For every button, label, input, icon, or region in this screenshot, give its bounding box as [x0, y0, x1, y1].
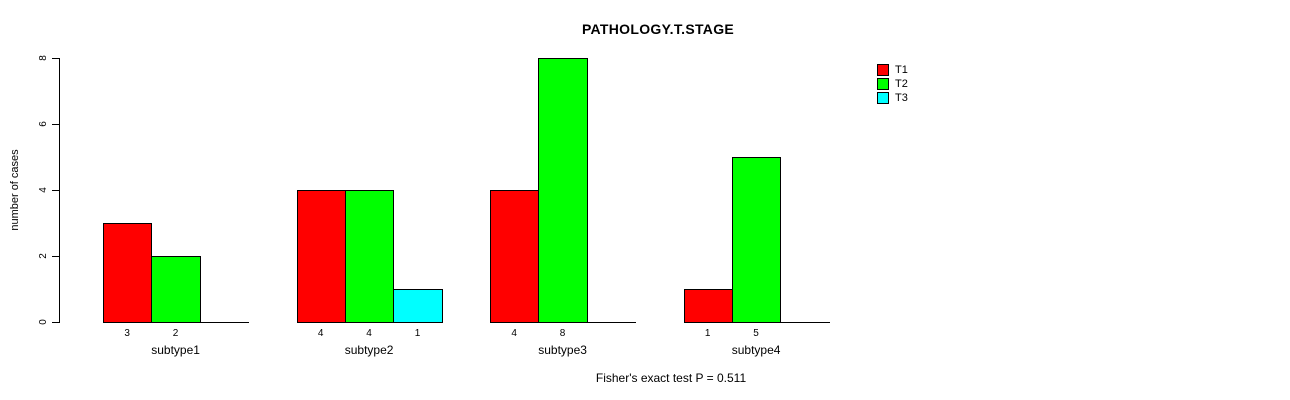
bar-T1-subtype4	[683, 289, 733, 323]
bar-value-label: 4	[317, 328, 324, 339]
bar-value-label: 5	[753, 328, 759, 339]
y-tick-label: 6	[38, 121, 49, 127]
y-axis-line	[59, 58, 60, 323]
category-label: subtype1	[151, 343, 200, 357]
bar-T1-subtype1	[103, 223, 153, 323]
legend-label-T1: T1	[895, 64, 908, 76]
y-tick-mark	[52, 58, 59, 59]
legend-swatch-T2	[877, 78, 889, 90]
category-label: subtype3	[538, 343, 587, 357]
y-tick-label: 2	[38, 253, 49, 259]
bar-T3-subtype2	[393, 289, 443, 323]
bar-value-label: 2	[172, 328, 179, 339]
legend-swatch-T1	[877, 64, 889, 76]
legend-label-T2: T2	[895, 78, 908, 90]
bar-value-label: 8	[559, 328, 566, 339]
y-tick-label: 4	[38, 187, 49, 193]
y-tick-mark	[52, 322, 59, 323]
y-tick-mark	[52, 124, 59, 125]
bar-T2-subtype4	[731, 157, 782, 323]
bar-T2-subtype2	[344, 190, 395, 323]
legend-item-T2: T2	[877, 78, 908, 90]
bar-value-label: 1	[704, 328, 711, 339]
category-label: subtype2	[344, 343, 394, 357]
bar-T1-subtype2	[296, 190, 346, 323]
legend: T1 T2 T3	[877, 64, 908, 106]
y-tick-mark	[52, 256, 59, 257]
legend-swatch-T3	[877, 92, 889, 104]
legend-label-T3: T3	[895, 92, 908, 104]
chart-title: PATHOLOGY.T.STAGE	[581, 21, 735, 37]
bar-value-label: 1	[414, 328, 421, 339]
category-label: subtype4	[731, 343, 781, 357]
y-tick-label: 0	[38, 319, 49, 325]
legend-item-T3: T3	[877, 92, 908, 104]
legend-item-T1: T1	[877, 64, 908, 76]
bar-value-label: 3	[124, 328, 130, 339]
bar-T2-subtype1	[151, 256, 201, 323]
y-tick-mark	[52, 190, 59, 191]
bar-T2-subtype3	[538, 58, 588, 323]
y-tick-label: 8	[38, 55, 49, 61]
bar-value-label: 4	[366, 328, 372, 339]
bar-value-label: 4	[511, 328, 517, 339]
bar-T1-subtype3	[490, 190, 540, 323]
footnote-text: Fisher's exact test P = 0.511	[595, 371, 747, 385]
